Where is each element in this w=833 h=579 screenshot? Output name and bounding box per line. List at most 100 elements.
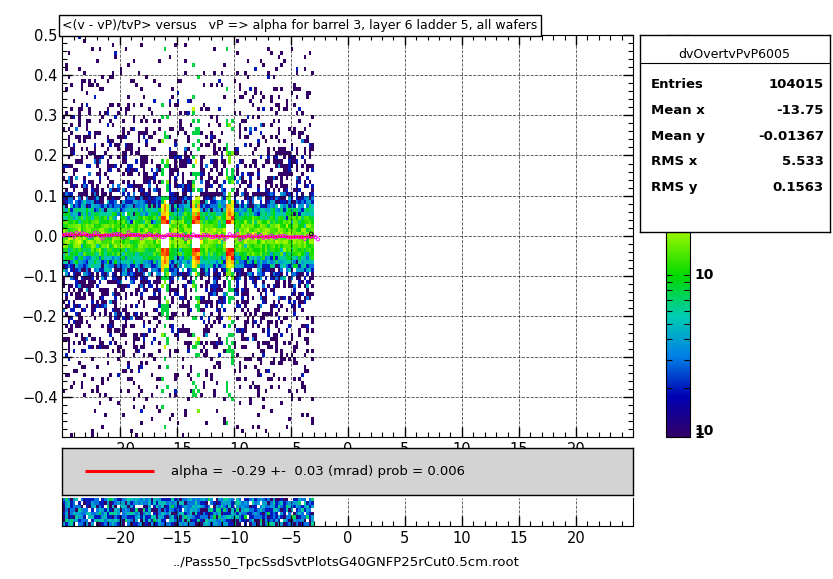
Text: dvOvertvPvP6005: dvOvertvPvP6005: [679, 47, 791, 61]
Point: [257, 233, 270, 243]
Point: [233, 234, 247, 244]
Point: [140, 231, 153, 240]
Point: [83, 232, 97, 241]
Point: [107, 230, 120, 239]
Point: [212, 232, 226, 241]
Point: [151, 230, 164, 240]
Text: Mean x: Mean x: [651, 104, 705, 117]
Point: [101, 231, 114, 240]
Point: [112, 229, 125, 239]
Point: [205, 233, 218, 242]
Point: [275, 232, 288, 241]
Point: [207, 233, 221, 242]
Point: [296, 232, 309, 241]
Point: [288, 232, 302, 241]
Point: [75, 229, 88, 238]
Text: alpha =  -0.29 +-  0.03 (mrad) prob = 0.006: alpha = -0.29 +- 0.03 (mrad) prob = 0.00…: [171, 465, 465, 478]
Point: [109, 229, 122, 239]
Point: [114, 230, 127, 239]
Point: [163, 230, 177, 239]
Text: ../Pass50_TpcSsdSvtPlotsG40GNFP25rCut0.5cm.root: ../Pass50_TpcSsdSvtPlotsG40GNFP25rCut0.5…: [172, 556, 519, 569]
Point: [153, 232, 167, 241]
Point: [247, 233, 260, 242]
Point: [301, 232, 314, 241]
Point: [282, 233, 296, 242]
Point: [265, 231, 278, 240]
Point: [262, 233, 276, 242]
Point: [259, 232, 272, 241]
Point: [158, 232, 172, 241]
Point: [132, 230, 146, 240]
Point: [67, 232, 81, 241]
Point: [166, 230, 179, 240]
Point: [189, 232, 202, 241]
Point: [77, 229, 91, 239]
Point: [231, 229, 244, 239]
Text: 0.1563: 0.1563: [773, 181, 824, 194]
Point: [277, 231, 291, 240]
Point: [270, 232, 283, 241]
Point: [306, 232, 319, 241]
Point: [215, 231, 228, 240]
Point: [305, 229, 318, 239]
Point: [137, 231, 151, 240]
Point: [127, 230, 141, 240]
Point: [210, 232, 223, 241]
Point: [125, 230, 138, 240]
Point: [98, 230, 112, 240]
Point: [91, 229, 104, 238]
Text: Mean y: Mean y: [651, 130, 705, 142]
Text: -13.75: -13.75: [776, 104, 824, 117]
Point: [86, 231, 99, 240]
Point: [57, 230, 71, 240]
Text: 104015: 104015: [769, 78, 824, 91]
Point: [168, 230, 182, 240]
Point: [309, 233, 322, 242]
Point: [130, 230, 143, 240]
Point: [286, 233, 299, 242]
Text: -0.01367: -0.01367: [758, 130, 824, 142]
Point: [142, 229, 156, 239]
Point: [122, 228, 135, 237]
Point: [184, 233, 197, 242]
Point: [65, 229, 78, 239]
Text: RMS y: RMS y: [651, 181, 697, 194]
Point: [280, 232, 293, 241]
Point: [88, 228, 102, 237]
Point: [60, 230, 73, 239]
Point: [195, 233, 208, 243]
Point: [303, 232, 317, 241]
Point: [197, 230, 211, 240]
Point: [244, 231, 257, 240]
Point: [182, 231, 195, 240]
Point: [145, 231, 158, 240]
Point: [200, 230, 213, 240]
Point: [81, 230, 94, 240]
Point: [252, 233, 265, 242]
Point: [272, 232, 286, 241]
Point: [254, 230, 267, 240]
Point: [192, 232, 205, 241]
Point: [226, 231, 239, 240]
Point: [172, 230, 185, 240]
Point: [223, 229, 237, 239]
Text: Entries: Entries: [651, 78, 704, 91]
Point: [187, 230, 200, 239]
Text: <(v - vP)/tvP> versus   vP => alpha for barrel 3, layer 6 ladder 5, all wafers: <(v - vP)/tvP> versus vP => alpha for ba…: [62, 19, 538, 32]
Point: [239, 232, 252, 241]
Point: [119, 231, 132, 240]
Text: 10: 10: [695, 424, 714, 438]
Point: [221, 232, 234, 241]
Point: [293, 233, 307, 242]
Point: [267, 233, 281, 242]
Point: [117, 233, 130, 242]
Point: [161, 230, 174, 240]
Point: [72, 229, 86, 239]
Point: [93, 231, 107, 240]
Point: [312, 234, 325, 244]
Text: 1: 1: [695, 427, 705, 441]
Point: [70, 228, 83, 237]
Point: [174, 231, 187, 240]
Point: [202, 231, 216, 240]
Point: [148, 233, 162, 242]
